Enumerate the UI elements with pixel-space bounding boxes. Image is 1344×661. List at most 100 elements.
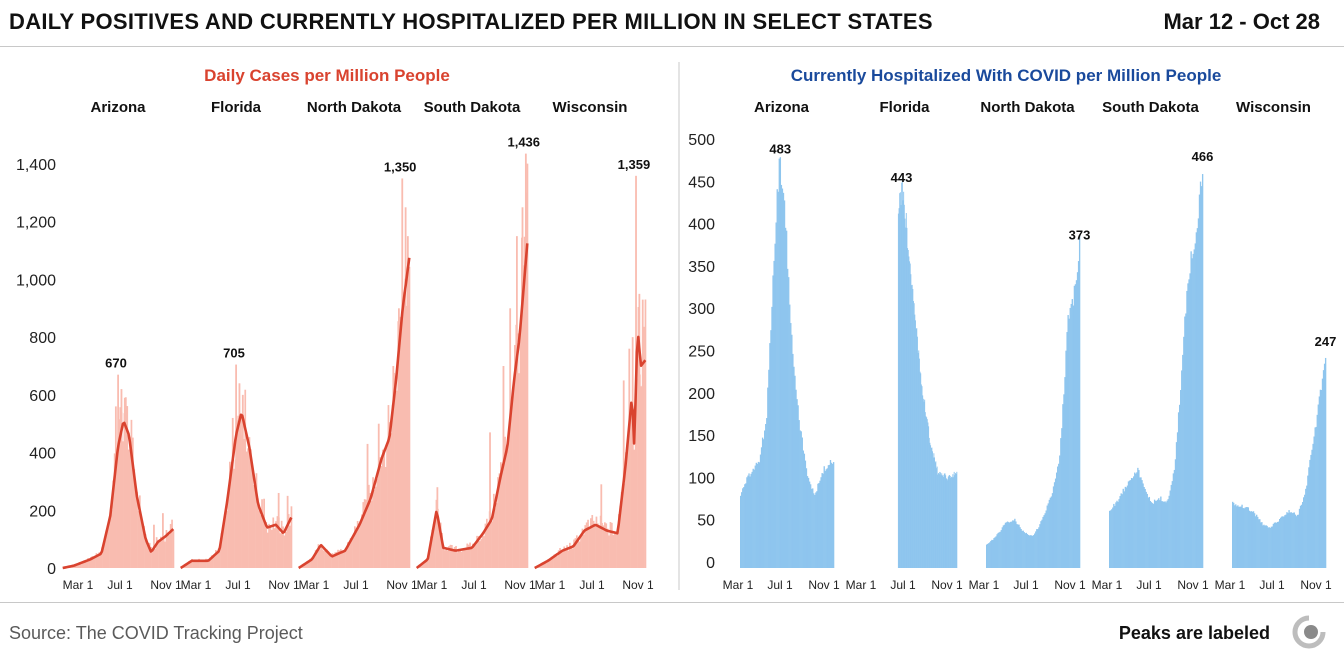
cases-x-tick-label: Mar 1 bbox=[417, 578, 448, 592]
hospitalized-y-tick-label: 400 bbox=[688, 217, 715, 234]
hospitalized-x-tick-label: Mar 1 bbox=[969, 578, 1000, 592]
cases-spike-bar bbox=[121, 389, 123, 568]
covid-tracking-project-logo-icon bbox=[1292, 615, 1326, 649]
cases-peak-label: 1,359 bbox=[618, 157, 651, 172]
cases-bars-florida bbox=[181, 365, 292, 568]
hospitalized-y-tick-label: 200 bbox=[688, 386, 715, 403]
hospitalized-x-tick-label: Nov 1 bbox=[1177, 578, 1209, 592]
cases-x-tick-label: Jul 1 bbox=[107, 578, 133, 592]
hospitalized-y-tick-label: 500 bbox=[688, 132, 715, 149]
cases-bars-north-dakota bbox=[299, 178, 410, 568]
cases-spike-bar bbox=[287, 496, 289, 568]
cases-spike-bar bbox=[436, 487, 438, 568]
cases-y-tick-label: 0 bbox=[47, 561, 56, 578]
cases-spike-bar bbox=[516, 236, 518, 568]
hospitalized-state-label: North Dakota bbox=[980, 99, 1075, 116]
cases-y-tick-label: 1,000 bbox=[16, 272, 56, 289]
cases-x-tick-label: Jul 1 bbox=[343, 578, 369, 592]
cases-bars-south-dakota bbox=[417, 154, 528, 568]
hospitalized-bar bbox=[1202, 174, 1203, 568]
hospitalized-y-tick-label: 450 bbox=[688, 174, 715, 191]
cases-bars-wisconsin bbox=[535, 176, 646, 568]
hospitalized-x-tick-label: Mar 1 bbox=[846, 578, 877, 592]
cases-bar bbox=[527, 164, 529, 568]
cases-x-tick-label: Nov 1 bbox=[386, 578, 418, 592]
cases-peak-label: 1,350 bbox=[384, 159, 417, 174]
cases-spike-bar bbox=[115, 406, 117, 568]
hospitalized-x-tick-label: Jul 1 bbox=[890, 578, 916, 592]
hospitalized-x-tick-label: Nov 1 bbox=[1054, 578, 1086, 592]
hospitalized-y-tick-label: 100 bbox=[688, 470, 715, 487]
hospitalized-peak-label: 443 bbox=[891, 170, 913, 185]
cases-state-label: Arizona bbox=[90, 99, 146, 116]
cases-y-tick-label: 600 bbox=[29, 388, 56, 405]
hospitalized-y-tick-label: 50 bbox=[697, 513, 715, 530]
cases-spike-bar bbox=[235, 365, 237, 568]
cases-state-label: South Dakota bbox=[424, 99, 521, 116]
cases-spike-bar bbox=[632, 337, 634, 568]
hospitalized-chart-title: Currently Hospitalized With COVID per Mi… bbox=[791, 66, 1222, 85]
hospitalized-state-label: Arizona bbox=[754, 99, 810, 116]
cases-peak-label: 670 bbox=[105, 356, 127, 371]
hospitalized-x-tick-label: Jul 1 bbox=[1013, 578, 1039, 592]
hospitalized-x-tick-label: Mar 1 bbox=[1092, 578, 1123, 592]
cases-spike-bar bbox=[405, 207, 407, 568]
cases-peak-label: 705 bbox=[223, 346, 245, 361]
hospitalized-peak-label: 373 bbox=[1069, 227, 1091, 242]
cases-x-tick-label: Mar 1 bbox=[181, 578, 212, 592]
cases-x-tick-label: Mar 1 bbox=[63, 578, 94, 592]
cases-x-tick-label: Jul 1 bbox=[579, 578, 605, 592]
cases-peak-label: 1,436 bbox=[507, 135, 540, 150]
cases-spike-bar bbox=[117, 375, 119, 568]
hospitalized-state-label: Wisconsin bbox=[1236, 99, 1311, 116]
cases-spike-bar bbox=[628, 349, 630, 568]
hospitalized-y-tick-label: 350 bbox=[688, 259, 715, 276]
hospitalized-bars-north-dakota bbox=[986, 236, 1080, 568]
hospitalized-y-tick-label: 0 bbox=[706, 555, 715, 572]
hospitalized-y-tick-label: 150 bbox=[688, 428, 715, 445]
cases-y-tick-label: 1,200 bbox=[16, 215, 56, 232]
hospitalized-x-tick-label: Mar 1 bbox=[723, 578, 754, 592]
hospitalized-bar bbox=[1079, 236, 1080, 568]
hospitalized-peak-label: 483 bbox=[769, 142, 791, 157]
footer-bar: Source: The COVID Tracking Project Peaks… bbox=[0, 602, 1344, 661]
hospitalized-x-tick-label: Jul 1 bbox=[767, 578, 793, 592]
hospitalized-bar bbox=[833, 462, 834, 568]
cases-spike-bar bbox=[522, 207, 524, 568]
cases-state-label: Wisconsin bbox=[553, 99, 628, 116]
source-text: Source: The COVID Tracking Project bbox=[9, 623, 303, 644]
hospitalized-bars-arizona bbox=[740, 157, 834, 568]
peaks-note: Peaks are labeled bbox=[1119, 623, 1270, 644]
cases-spike-bar bbox=[378, 424, 380, 568]
cases-spike-bar bbox=[642, 300, 644, 568]
cases-bar bbox=[645, 300, 647, 569]
hospitalized-peak-label: 247 bbox=[1315, 334, 1337, 349]
cases-spike-bar bbox=[489, 432, 491, 568]
hospitalized-x-tick-label: Mar 1 bbox=[1215, 578, 1246, 592]
cases-spike-bar bbox=[525, 154, 527, 568]
cases-y-tick-label: 1,400 bbox=[16, 157, 56, 174]
cases-y-tick-label: 400 bbox=[29, 446, 56, 463]
hospitalized-state-label: South Dakota bbox=[1102, 99, 1199, 116]
hospitalized-state-label: Florida bbox=[879, 99, 930, 116]
hospitalized-bars-south-dakota bbox=[1109, 174, 1203, 568]
hospitalized-y-tick-label: 300 bbox=[688, 301, 715, 318]
hospitalized-x-tick-label: Nov 1 bbox=[931, 578, 963, 592]
cases-x-tick-label: Nov 1 bbox=[150, 578, 182, 592]
cases-x-tick-label: Nov 1 bbox=[268, 578, 300, 592]
cases-spike-bar bbox=[263, 499, 265, 568]
hospitalized-chart: 050100150200250300350400450500Arizona483… bbox=[688, 99, 1336, 592]
cases-y-tick-label: 800 bbox=[29, 330, 56, 347]
cases-bar bbox=[291, 506, 293, 568]
cases-chart-title: Daily Cases per Million People bbox=[204, 66, 450, 85]
cases-y-tick-label: 200 bbox=[29, 503, 56, 520]
hospitalized-bar bbox=[956, 472, 957, 568]
cases-x-tick-label: Jul 1 bbox=[225, 578, 251, 592]
cases-spike-bar bbox=[232, 418, 234, 568]
cases-x-tick-label: Nov 1 bbox=[622, 578, 654, 592]
hospitalized-peak-label: 466 bbox=[1192, 149, 1214, 164]
cases-spike-bar bbox=[407, 236, 409, 568]
hospitalized-x-tick-label: Jul 1 bbox=[1136, 578, 1162, 592]
cases-bar bbox=[173, 530, 175, 568]
